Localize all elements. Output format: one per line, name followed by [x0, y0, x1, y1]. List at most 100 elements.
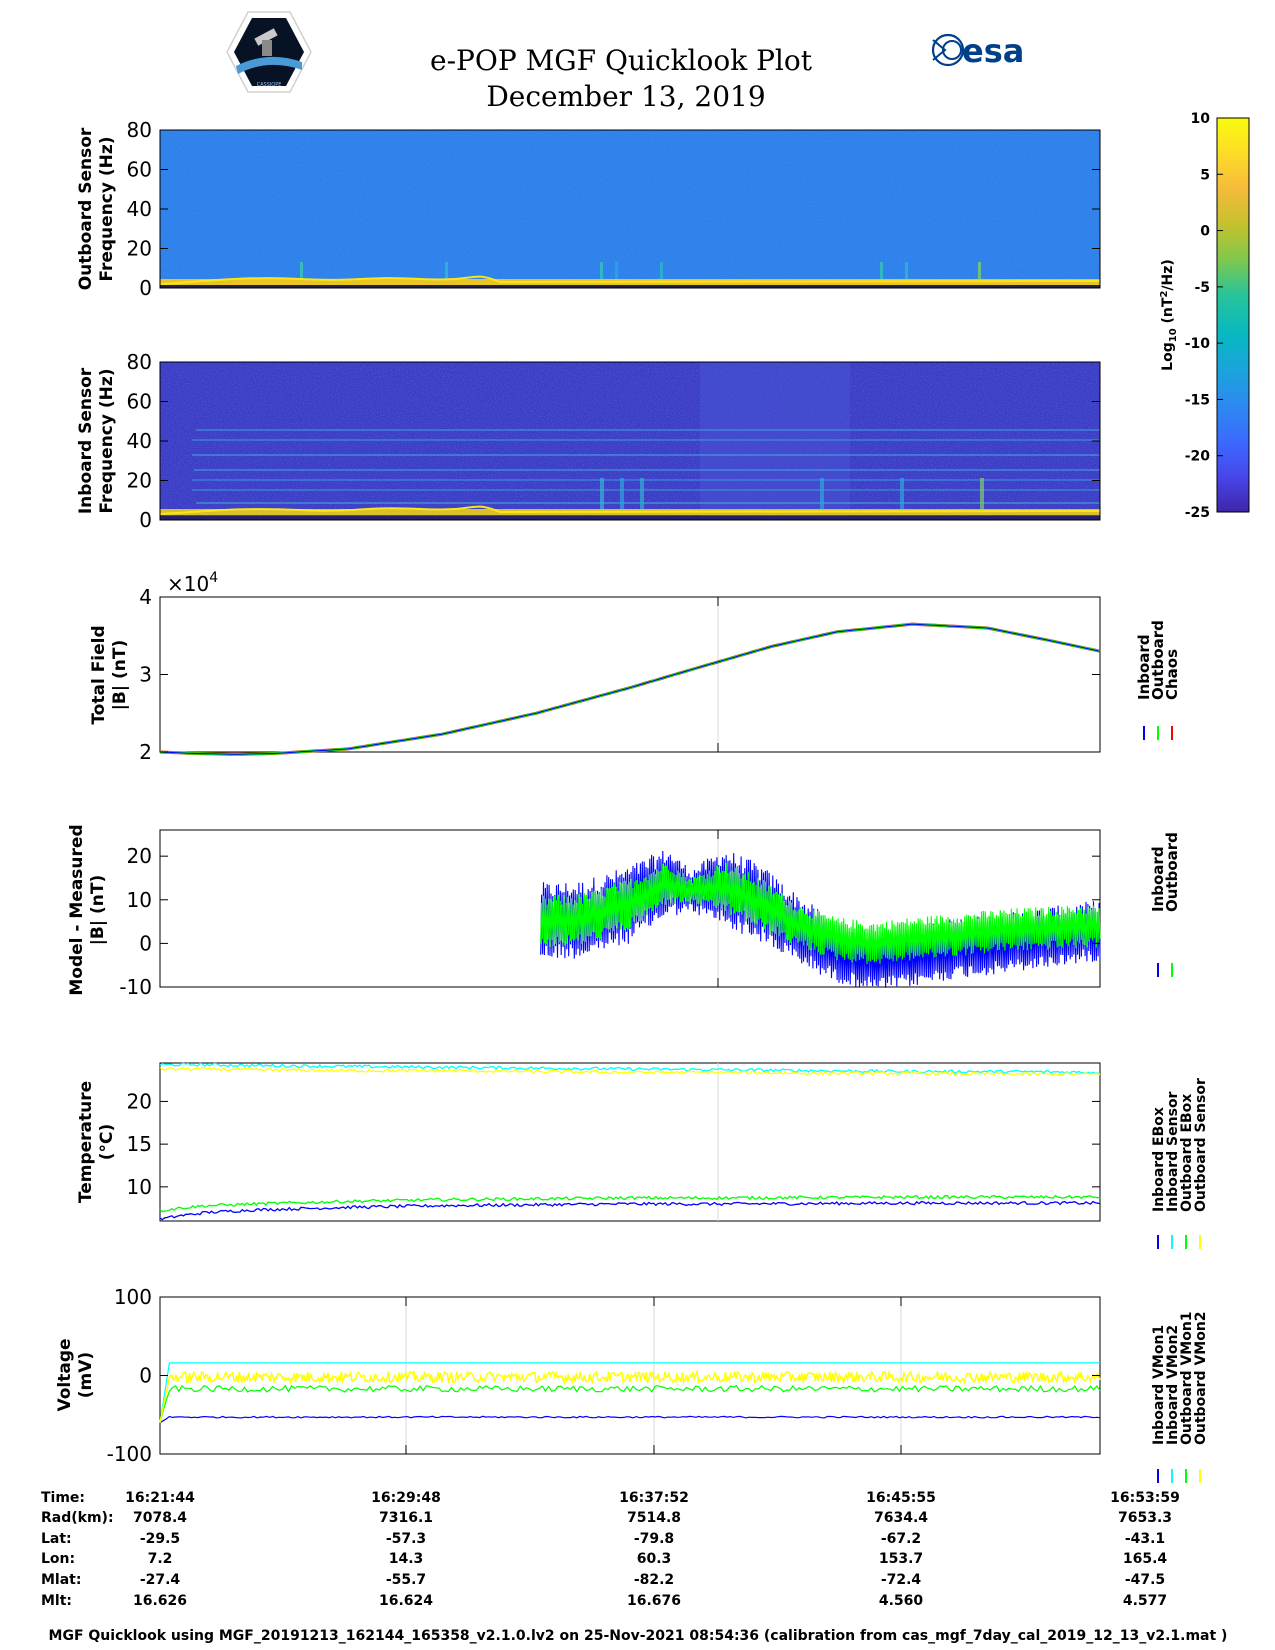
inboard-low-frequency-ridge	[159, 505, 1101, 515]
voltage-line	[159, 1384, 1101, 1423]
ephemeris-row-label: Lat:	[41, 1531, 72, 1547]
outboard-ylabel-line1: Outboard Sensor	[76, 127, 96, 290]
mission-badge-label: CASSIOPE	[257, 82, 282, 88]
voltage-series	[159, 1362, 1101, 1424]
temperature-ytick-label: 20	[127, 1089, 152, 1113]
ephemeris-row-label: Time:	[41, 1490, 85, 1506]
ephemeris-cell: 7514.8	[627, 1510, 681, 1526]
colorbar-tick-label: 5	[1200, 167, 1210, 183]
model-minus-measured-line-outboard	[540, 862, 1101, 965]
temperature-ytick-label: 10	[127, 1175, 152, 1199]
outboard-spectrogram-stripes	[300, 262, 981, 282]
inboard-spectral-spike	[640, 478, 644, 512]
ephemeris-row-label: Lon:	[41, 1551, 75, 1567]
model-minus-measured-line-inboard	[540, 850, 1101, 988]
legend-entry-label: Inboard Sensor	[1165, 1091, 1181, 1212]
total-field-y-axis: 2 3 4	[139, 585, 1100, 764]
inboard-ytick-label: 0	[139, 508, 152, 532]
outboard-spectral-spike	[880, 262, 883, 282]
legend-entry-label: Chaos	[1163, 649, 1181, 700]
ephemeris-cell: 16.676	[627, 1593, 681, 1609]
page-date: December 13, 2019	[486, 80, 765, 113]
outboard-spectral-spike	[445, 262, 448, 282]
legend-entry-label: Outboard VMon2	[1193, 1311, 1209, 1445]
model-minus-measured-ytick-label: 0	[139, 931, 152, 955]
outboard-ytick-label: 80	[127, 118, 152, 142]
ephemeris-row-label: Rad(km):	[41, 1510, 114, 1526]
outboard-spectral-spike	[905, 262, 908, 282]
legend-entry-label: Outboard	[1163, 832, 1181, 912]
outboard-spectral-spike	[615, 262, 618, 282]
voltage-ytick-label: 0	[139, 1364, 152, 1388]
colorbar-gradient	[1216, 117, 1250, 513]
outboard-y-axis: 0 20 40 60 80	[127, 118, 1100, 300]
outboard-ytick-label: 20	[127, 237, 152, 261]
voltage-panel: -100 0 100 Voltage (mV) Inboard VMon1Inboa…	[55, 1285, 1209, 1483]
ephemeris-cell: 4.560	[879, 1593, 924, 1609]
colorbar-tick-label: -10	[1185, 336, 1211, 352]
ephemeris-cell: 16:45:55	[866, 1490, 936, 1506]
inboard-ytick-label: 20	[127, 469, 152, 493]
ephemeris-cell: -43.1	[1125, 1531, 1165, 1547]
ephemeris-cell: -27.4	[140, 1572, 181, 1588]
outboard-ylabel-line2: Frequency (Hz)	[97, 136, 117, 281]
voltage-ytick-label: 100	[114, 1285, 152, 1309]
outboard-zero-line	[160, 285, 1100, 288]
legend-entry-label: Outboard VMon1	[1179, 1311, 1195, 1445]
voltage-line	[159, 1368, 1101, 1423]
ephemeris-cell: -82.2	[634, 1572, 674, 1588]
inboard-ylabel-line1: Inboard Sensor	[76, 367, 96, 514]
ephemeris-cell: 14.3	[389, 1551, 424, 1567]
ephemeris-cell: 7634.4	[874, 1510, 928, 1526]
voltage-ylabel-line2: (mV)	[76, 1352, 96, 1398]
inboard-spectral-lines	[192, 429, 1100, 512]
ephemeris-cell: -29.5	[140, 1531, 180, 1547]
outboard-spectral-spike	[978, 262, 981, 282]
outboard-spectral-spike	[300, 262, 303, 282]
ephemeris-row-label: Mlt:	[41, 1593, 72, 1609]
outboard-ytick-label: 40	[127, 197, 152, 221]
ephemeris-cell: 16.624	[379, 1593, 433, 1609]
ephemeris-cell: 4.577	[1123, 1593, 1167, 1609]
total-field-ytick-label: 2	[139, 740, 152, 764]
model-minus-measured-ytick-label: 10	[127, 888, 152, 912]
colorbar-label: Log10 (nT2/Hz)	[1159, 259, 1179, 371]
footer-caption: MGF Quicklook using MGF_20191213_162144_…	[49, 1628, 1228, 1644]
ephemeris-cell: 7078.4	[133, 1510, 187, 1526]
inboard-ylabel-line2: Frequency (Hz)	[97, 368, 117, 513]
inboard-spectral-spike	[980, 478, 984, 512]
colorbar: 10 5 0 -5 -10 -15 -20 -25 Log10 (nT2/Hz)	[1159, 111, 1250, 521]
voltage-ylabel-line1: Voltage	[55, 1338, 75, 1411]
total-field-ytick-label: 4	[139, 585, 152, 609]
model-minus-measured-panel: -10 0 10 20 Model - Measured |B| (nT) Inboa…	[67, 824, 1181, 999]
model-minus-measured-ytick-label: 20	[127, 844, 152, 868]
colorbar-tick-label: -25	[1185, 505, 1210, 521]
total-field-line-inboard	[159, 623, 1101, 755]
colorbar-tick-label: -20	[1185, 449, 1211, 465]
outboard-ytick-label: 60	[127, 158, 152, 182]
esa-logo-text: esa	[962, 32, 1024, 70]
mission-badge: CASSIOPE	[226, 11, 312, 93]
legend-entry-label: Outboard	[1149, 620, 1167, 700]
inboard-ytick-label: 80	[127, 350, 152, 374]
ephemeris-cell: 16:37:52	[619, 1490, 689, 1506]
voltage-line	[159, 1415, 1101, 1424]
ephemeris-cell: -72.4	[881, 1572, 922, 1588]
temperature-ytick-label: 15	[127, 1132, 152, 1156]
voltage-x-ticks	[405, 1297, 902, 1454]
legend-entry-label: Inboard	[1149, 846, 1167, 912]
total-field-panel: 2 3 4 ×104 Total Field |B| (nT) InboardOut…	[89, 570, 1181, 764]
inboard-ytick-label: 60	[127, 390, 152, 414]
total-field-ylabel-line1: Total Field	[89, 625, 109, 724]
inboard-spectral-spike	[820, 478, 824, 512]
inboard-spectral-spike	[620, 478, 624, 512]
model-minus-measured-ylabel-line1: Model - Measured	[67, 824, 87, 995]
legend-entry-label: Inboard VMon2	[1165, 1325, 1181, 1445]
ephemeris-cell: 7316.1	[379, 1510, 433, 1526]
page-title: e-POP MGF Quicklook Plot	[430, 44, 813, 77]
temperature-line	[159, 1200, 1101, 1221]
model-minus-measured-series	[540, 850, 1101, 988]
